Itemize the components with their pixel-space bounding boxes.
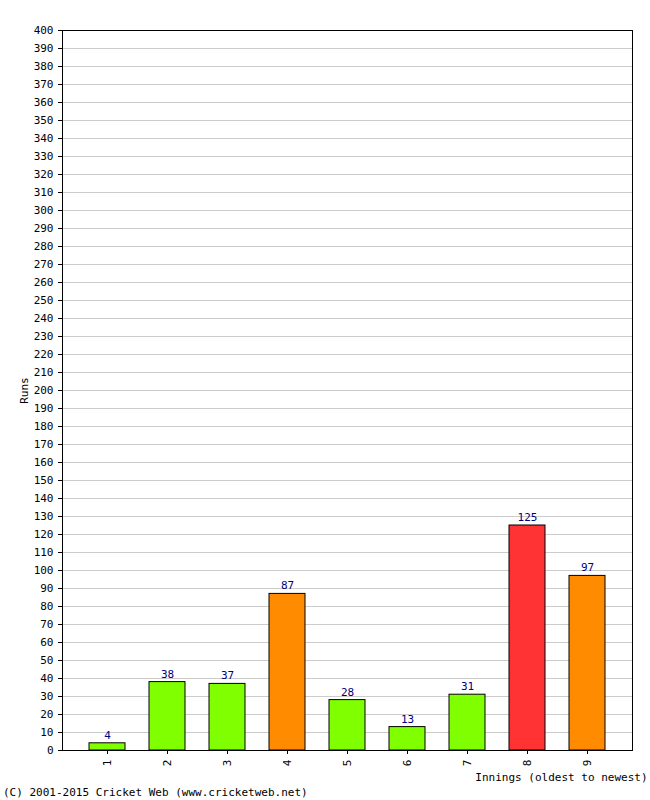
html-text:(C) 2001-2015 Cricket Web (www: (C) 2001-2015 Cricket Web (www.cricketwe… xyxy=(3,786,308,799)
svg-text:97: 97 xyxy=(581,561,594,574)
svg-text:10: 10 xyxy=(40,726,53,739)
svg-text:370: 370 xyxy=(34,78,54,91)
svg-text:200: 200 xyxy=(34,384,54,397)
svg-text:3: 3 xyxy=(221,760,234,767)
svg-text:140: 140 xyxy=(34,492,54,505)
svg-text:400: 400 xyxy=(34,24,54,37)
svg-text:100: 100 xyxy=(34,564,54,577)
svg-text:1: 1 xyxy=(101,760,114,767)
svg-text:380: 380 xyxy=(34,60,54,73)
svg-text:290: 290 xyxy=(34,222,54,235)
svg-text:8: 8 xyxy=(521,760,534,767)
svg-text:150: 150 xyxy=(34,474,54,487)
svg-text:310: 310 xyxy=(34,186,54,199)
svg-text:38: 38 xyxy=(161,668,174,681)
svg-text:50: 50 xyxy=(40,654,53,667)
svg-text:4: 4 xyxy=(104,729,111,742)
svg-text:180: 180 xyxy=(34,420,54,433)
svg-text:31: 31 xyxy=(461,680,474,693)
svg-text:300: 300 xyxy=(34,204,54,217)
svg-text:9: 9 xyxy=(581,760,594,767)
svg-text:360: 360 xyxy=(34,96,54,109)
svg-text:110: 110 xyxy=(34,546,54,559)
svg-text:350: 350 xyxy=(34,114,54,127)
svg-text:330: 330 xyxy=(34,150,54,163)
svg-text:6: 6 xyxy=(401,760,414,767)
svg-text:4: 4 xyxy=(281,759,294,766)
svg-text:120: 120 xyxy=(34,528,54,541)
svg-text:280: 280 xyxy=(34,240,54,253)
svg-text:125: 125 xyxy=(518,511,538,524)
svg-text:160: 160 xyxy=(34,456,54,469)
svg-text:320: 320 xyxy=(34,168,54,181)
svg-text:270: 270 xyxy=(34,258,54,271)
svg-text:7: 7 xyxy=(461,760,474,767)
svg-text:230: 230 xyxy=(34,330,54,343)
svg-text:210: 210 xyxy=(34,366,54,379)
svg-text:30: 30 xyxy=(40,690,53,703)
svg-text:20: 20 xyxy=(40,708,53,721)
svg-text:70: 70 xyxy=(40,618,53,631)
svg-text:2: 2 xyxy=(161,760,174,767)
svg-text:220: 220 xyxy=(34,348,54,361)
svg-text:390: 390 xyxy=(34,42,54,55)
svg-text:40: 40 xyxy=(40,672,53,685)
svg-text:90: 90 xyxy=(40,582,53,595)
svg-text:250: 250 xyxy=(34,294,54,307)
svg-text:260: 260 xyxy=(34,276,54,289)
svg-text:87: 87 xyxy=(281,579,294,592)
svg-text:28: 28 xyxy=(341,686,354,699)
svg-text:60: 60 xyxy=(40,636,53,649)
svg-text:170: 170 xyxy=(34,438,54,451)
svg-text:130: 130 xyxy=(34,510,54,523)
svg-text:190: 190 xyxy=(34,402,54,415)
svg-text:340: 340 xyxy=(34,132,54,145)
svg-text:Innings (oldest to newest): Innings (oldest to newest) xyxy=(475,771,647,784)
svg-text:80: 80 xyxy=(40,600,53,613)
svg-text:240: 240 xyxy=(34,312,54,325)
svg-text:Runs: Runs xyxy=(18,377,31,404)
svg-text:37: 37 xyxy=(221,669,234,682)
svg-text:5: 5 xyxy=(341,760,354,767)
svg-text:13: 13 xyxy=(401,713,414,726)
svg-text:0: 0 xyxy=(47,744,54,757)
